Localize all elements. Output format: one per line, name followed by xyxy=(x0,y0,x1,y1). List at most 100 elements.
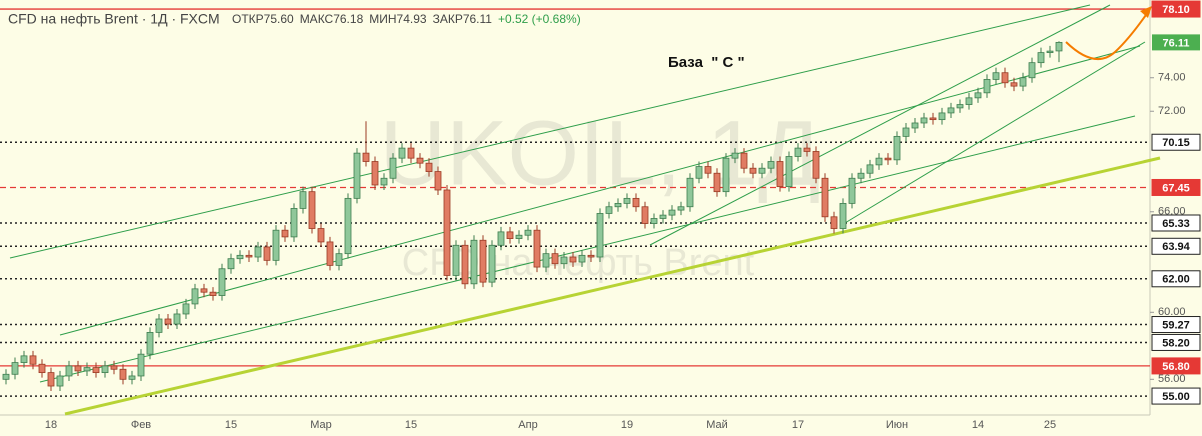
ohlc-stat: ЗАКР76.11 xyxy=(433,12,493,26)
candle-body xyxy=(452,244,460,276)
watermark-symbol: UKOIL, 1Д xyxy=(380,102,821,204)
candle-body xyxy=(272,229,280,261)
candle-body xyxy=(506,231,514,239)
candle-body xyxy=(641,206,649,224)
annotation: База " С " xyxy=(668,54,745,71)
candle-body xyxy=(299,191,307,209)
support-line xyxy=(64,156,1161,416)
forecast-arrow xyxy=(1065,11,1149,61)
candle-body xyxy=(911,122,919,129)
candle-body xyxy=(470,239,478,285)
candle-body xyxy=(11,362,19,375)
candle-body xyxy=(1001,72,1009,84)
candle-body xyxy=(560,256,568,265)
candle-body xyxy=(488,244,496,283)
level-label-box xyxy=(1151,237,1201,255)
symbol-title: CFD на нефть Brent · 1Д · FXCM xyxy=(8,11,220,27)
candle-body xyxy=(848,177,856,204)
candle-body xyxy=(803,147,811,152)
candle-body xyxy=(344,197,352,255)
x-tick-label: 14 xyxy=(972,419,984,431)
candle-body xyxy=(1037,52,1045,64)
candle-body xyxy=(110,365,118,370)
level-label: 78.10 xyxy=(1162,4,1190,16)
candle-body xyxy=(209,291,217,296)
candle-body xyxy=(794,147,802,157)
candle-body xyxy=(137,353,145,377)
candle-body xyxy=(65,365,73,377)
candle-body xyxy=(821,177,829,218)
candle-body xyxy=(1055,41,1063,52)
trend-line xyxy=(9,4,1091,259)
candle-body xyxy=(587,254,595,258)
candle-body xyxy=(551,253,559,265)
candle-body xyxy=(938,112,946,121)
candle-body xyxy=(893,135,901,161)
candle-body xyxy=(1046,50,1054,54)
candle-body xyxy=(20,355,28,363)
candle-body xyxy=(146,332,154,355)
x-tick-label: 15 xyxy=(405,419,417,431)
x-tick-label: 17 xyxy=(792,419,804,431)
candle-body xyxy=(650,218,658,224)
candle-body xyxy=(56,375,64,387)
candle-body xyxy=(605,206,613,214)
trend-line xyxy=(839,41,1146,227)
candle-body xyxy=(164,318,172,325)
level-label: 62.00 xyxy=(1162,274,1190,286)
candle-body xyxy=(191,288,199,305)
candle-body xyxy=(200,288,208,293)
candle-body xyxy=(119,368,127,380)
candle-body xyxy=(218,268,226,296)
candle-body xyxy=(749,167,757,174)
candle-body xyxy=(722,157,730,193)
candle-body xyxy=(929,117,937,121)
candle-body xyxy=(443,189,451,276)
candle-body xyxy=(731,152,739,159)
ohlc-stat: ОТКР75.60 xyxy=(232,12,294,26)
candle-body xyxy=(866,164,874,174)
candle-body xyxy=(569,256,577,263)
level-label-box xyxy=(1151,270,1201,288)
candle-body xyxy=(74,365,82,372)
candle-body xyxy=(425,162,433,172)
candle-body xyxy=(884,157,892,161)
trend-line xyxy=(59,45,1141,336)
candle-body xyxy=(974,92,982,99)
candle-body xyxy=(677,206,685,211)
candle-body xyxy=(596,213,604,258)
trend-line xyxy=(649,4,1111,246)
candle-body xyxy=(92,367,100,374)
candle-body xyxy=(524,229,532,236)
candle-body xyxy=(542,253,550,268)
candle-body xyxy=(902,127,910,137)
y-tick-label: 74.00 xyxy=(1158,72,1186,84)
candle-body xyxy=(758,167,766,174)
candle-body xyxy=(281,229,289,238)
y-tick-label: 56.00 xyxy=(1158,373,1186,385)
candle-body xyxy=(434,171,442,191)
candle-body xyxy=(992,72,1000,80)
candle-body xyxy=(245,254,253,258)
candle-body xyxy=(389,157,397,179)
candle-body xyxy=(1019,77,1027,87)
candle-body xyxy=(965,97,973,105)
candle-body xyxy=(317,228,325,243)
candle-body xyxy=(875,157,883,166)
candle-body xyxy=(308,191,316,229)
ohlc-stat: +0.52 (+0.68%) xyxy=(498,12,581,26)
x-tick-label: Апр xyxy=(518,419,537,431)
level-label: 65.33 xyxy=(1162,218,1190,230)
candle-body xyxy=(704,166,712,174)
candle-body xyxy=(2,373,10,380)
candle-body xyxy=(785,156,793,188)
candle-body xyxy=(236,254,244,260)
ohlc-stat: МАКС76.18 xyxy=(300,12,364,26)
candle-body xyxy=(101,365,109,374)
candle-body xyxy=(182,303,190,315)
watermark-name: CFD на нефть Brent xyxy=(402,242,755,284)
y-tick-label: 60.00 xyxy=(1158,306,1186,318)
candle-body xyxy=(371,161,379,186)
candle-body xyxy=(254,246,262,258)
